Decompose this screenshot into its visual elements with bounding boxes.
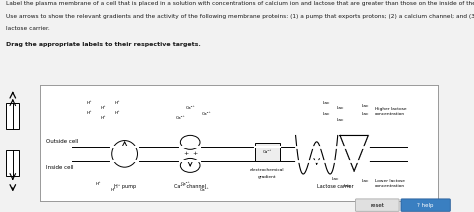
Text: Ca²⁺: Ca²⁺ [185,106,195,110]
Bar [255,143,280,161]
Text: H⁺: H⁺ [101,116,106,120]
Text: +: + [192,151,198,156]
Text: H⁺: H⁺ [115,100,120,105]
Text: Lac: Lac [332,177,339,181]
Text: Outside cell: Outside cell [46,139,78,144]
Text: Lac: Lac [344,184,351,188]
Text: gradient: gradient [258,175,277,179]
Text: H⁺: H⁺ [115,111,120,115]
Text: Lac: Lac [361,104,369,108]
Text: Ca²⁺: Ca²⁺ [181,182,191,186]
Polygon shape [340,135,368,171]
Text: Inside cell: Inside cell [46,165,73,170]
FancyBboxPatch shape [401,199,450,211]
Text: Ca²⁺: Ca²⁺ [176,116,186,120]
Text: reset: reset [370,203,384,208]
Text: lactose carrier.: lactose carrier. [6,26,49,32]
Text: Lac: Lac [337,118,344,122]
Text: Ca²⁺: Ca²⁺ [202,112,211,116]
Text: Lac: Lac [361,179,369,183]
Text: electrochemical: electrochemical [250,168,285,172]
Text: Ca²⁺ channel: Ca²⁺ channel [174,184,206,189]
FancyBboxPatch shape [356,199,399,211]
Text: H⁺: H⁺ [101,106,106,110]
Text: Ca²⁺: Ca²⁺ [263,150,272,154]
Text: +: + [183,151,188,156]
Text: Lac: Lac [322,112,330,116]
Text: H⁺: H⁺ [87,100,92,105]
Text: H⁺: H⁺ [110,188,116,192]
Text: Label the plasma membrane of a cell that is placed in a solution with concentrat: Label the plasma membrane of a cell that… [6,1,474,6]
Text: Lac: Lac [337,106,344,110]
Bar [7,103,19,129]
Bar [7,150,19,176]
Text: Lactose carrier: Lactose carrier [317,184,354,189]
Ellipse shape [112,141,137,167]
Text: Higher lactose
concentration: Higher lactose concentration [375,107,407,116]
Text: ? help: ? help [418,203,434,208]
Text: Lac: Lac [361,112,369,116]
Text: Lower lactose
concentration: Lower lactose concentration [375,179,405,188]
Ellipse shape [180,135,200,149]
Text: Use arrows to show the relevant gradients and the activity of the following memb: Use arrows to show the relevant gradient… [6,14,474,19]
Text: H⁺: H⁺ [87,111,92,115]
Text: Drag the appropriate labels to their respective targets.: Drag the appropriate labels to their res… [6,42,201,47]
Text: Lac: Lac [322,100,330,105]
Text: Ca²⁺: Ca²⁺ [200,188,209,192]
Text: H⁺ pump: H⁺ pump [114,184,136,189]
Ellipse shape [180,158,200,172]
Text: H⁺: H⁺ [96,182,101,186]
